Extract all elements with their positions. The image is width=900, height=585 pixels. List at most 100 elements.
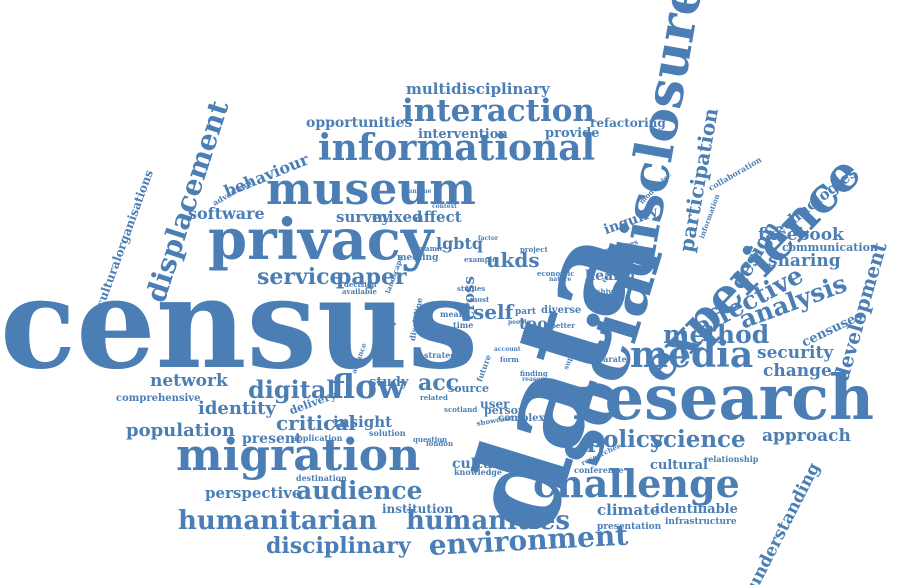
word-source: source — [448, 382, 490, 395]
word-factor: factor — [478, 235, 499, 242]
word-archive: archive — [588, 287, 617, 296]
word-self: self — [473, 300, 514, 324]
word-studies: studies — [457, 284, 486, 293]
word-separate: separate — [588, 354, 627, 364]
word-unique: unique — [408, 188, 432, 195]
word-better: better — [551, 321, 575, 330]
word-meeting: meeting — [397, 253, 439, 263]
word-strategy: strategy — [424, 350, 461, 360]
word-network: network — [150, 371, 228, 391]
word-solution: solution — [369, 428, 406, 438]
word-challenge: challenge — [533, 461, 740, 506]
word-facebook: facebook — [758, 225, 844, 245]
word-dynamic: dynamic — [411, 244, 444, 253]
word-time: time — [453, 320, 474, 330]
word-conference: conference — [574, 465, 624, 475]
word-opportunities: opportunities — [306, 115, 413, 131]
word-complex: complex — [498, 413, 545, 424]
word-flow: flow — [331, 367, 406, 406]
word-presentation: presentation — [597, 522, 662, 532]
word-people: people — [508, 319, 531, 326]
word-understanding: understanding — [743, 459, 825, 585]
word-communication: communication — [782, 241, 878, 254]
word-climate: climate — [597, 501, 660, 519]
word-study: study — [369, 375, 409, 390]
word-example: example — [464, 255, 497, 264]
word-range: range — [527, 329, 553, 339]
word-media: media — [630, 334, 754, 376]
word-reason: reason — [522, 376, 545, 383]
word-form: form — [500, 355, 519, 364]
word-interaction: interaction — [402, 93, 595, 129]
word-scotland: scotland — [444, 405, 478, 414]
word-diverse: diverse — [541, 305, 582, 316]
word-disciplinary: disciplinary — [266, 533, 411, 559]
word-migration: migration — [176, 430, 421, 481]
word-audience: audience — [296, 476, 423, 505]
word-culture: culture — [452, 456, 509, 472]
word-census: census — [0, 251, 479, 397]
word-related: related — [420, 393, 448, 402]
word-knowledge: knowledge — [454, 467, 502, 477]
word-security: security — [757, 343, 834, 363]
word-survey: survey — [336, 208, 391, 226]
word-lgbtq: lgbtq — [436, 234, 484, 253]
word-humanities: humanities — [406, 506, 571, 536]
word-mean: mean — [440, 309, 465, 319]
word-method: method — [663, 320, 770, 349]
word-service: service — [257, 264, 344, 290]
word-infrastructure: infrastructure — [665, 517, 737, 527]
word-comprehensive: comprehensive — [116, 393, 201, 404]
word-intervention: intervention — [418, 127, 508, 142]
word-cultural: cultural — [650, 458, 708, 473]
word-part: part — [515, 307, 537, 317]
word-application: application — [292, 433, 343, 443]
word-approach: approach — [762, 426, 851, 446]
word-critical: critical — [276, 411, 356, 435]
word-provide: provide — [545, 126, 600, 141]
word-mixed: mixed — [372, 208, 423, 226]
word-tool: tool — [519, 314, 554, 333]
word-most: most — [470, 295, 490, 304]
word-multidisciplinary: multidisciplinary — [406, 80, 550, 98]
word-change: change — [763, 361, 832, 381]
word-question: question — [413, 435, 448, 444]
word-health: health — [585, 268, 636, 284]
word-identifiable: identifiable — [655, 502, 738, 517]
word-person: person — [484, 404, 527, 417]
word-context: context — [432, 203, 457, 210]
word-institution: institution — [382, 502, 454, 516]
word-nature: nature — [549, 276, 572, 283]
word-relationship: relationship — [704, 454, 759, 464]
word-account: account — [494, 346, 521, 353]
word-refactoring: refactoring — [590, 116, 666, 130]
word-identity: identity — [198, 398, 276, 419]
word-present: present — [242, 431, 302, 447]
word-economic: economic — [537, 269, 575, 278]
word-software: software — [188, 204, 265, 223]
word-evidence: evidence — [545, 336, 585, 346]
word-perspective: perspective — [205, 484, 302, 502]
word-privacy: privacy — [208, 207, 434, 273]
word-research: research — [572, 361, 875, 434]
word-paper: paper — [336, 264, 407, 290]
word-acc: acc — [418, 370, 460, 396]
word-collaboration: collaboration — [706, 154, 764, 193]
word-informational: informational — [318, 127, 596, 169]
word-user: user — [480, 397, 510, 411]
word-variety: variety — [585, 298, 612, 307]
word-museum: museum — [266, 164, 476, 215]
word-available: available — [342, 287, 377, 296]
word-finding: finding — [520, 369, 548, 378]
word-london: london — [426, 439, 454, 448]
word-project: project — [520, 245, 548, 254]
word-digital: digital — [248, 375, 336, 404]
word-insight: insight — [333, 413, 393, 431]
word-ukds: ukds — [486, 248, 540, 272]
word-policy: policy — [587, 426, 664, 453]
word-destination: destination — [296, 473, 347, 483]
word-decision: decision — [344, 280, 377, 289]
word-population: population — [126, 420, 236, 441]
word-sharing: sharing — [768, 251, 841, 271]
